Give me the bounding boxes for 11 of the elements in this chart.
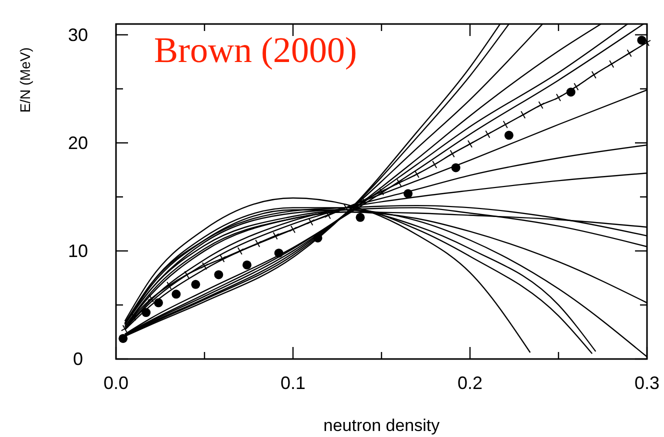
y-tick-label: 0 (72, 349, 84, 369)
y-axis-title: E/N (MeV) (17, 47, 33, 113)
y-tick-label: 30 (68, 24, 88, 45)
annotation: Brown (2000) (154, 30, 357, 70)
x-tick-label: 0.3 (634, 373, 660, 393)
x-tick-label: 0.1 (280, 373, 306, 393)
y-tick-label: 20 (68, 132, 88, 153)
x-axis-title: neutron density (323, 416, 440, 435)
x-tick-label: 0.2 (457, 373, 483, 393)
y-tick-label: 10 (68, 240, 88, 261)
x-tick-label: 0.0 (103, 373, 129, 393)
